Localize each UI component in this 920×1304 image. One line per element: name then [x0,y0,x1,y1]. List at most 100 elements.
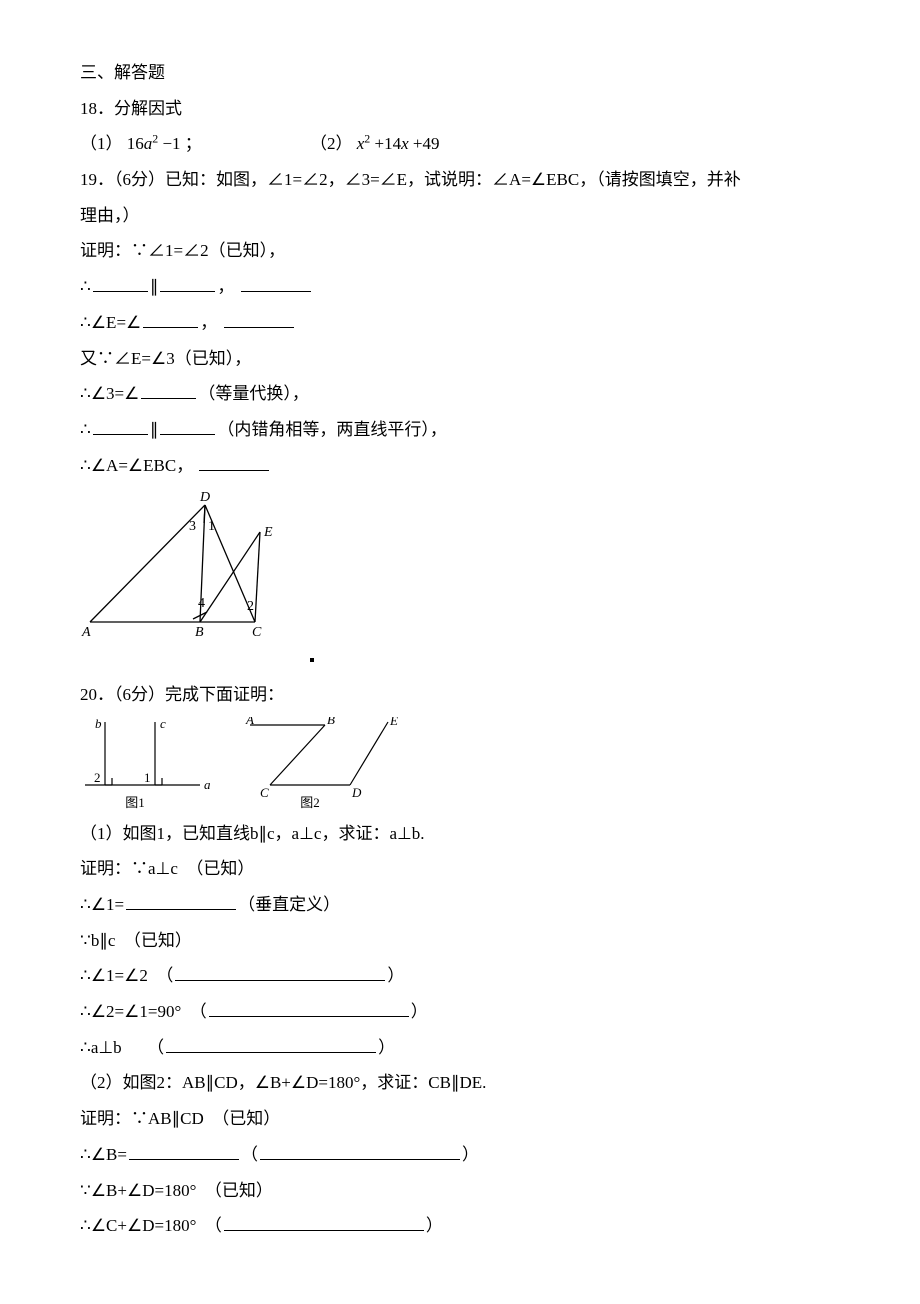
q19-l3-a: ∴∠E=∠ [80,313,141,332]
blank[interactable] [141,380,196,400]
q18-p1-prefix: （1） [80,134,123,153]
q18-p1-16: 16 [127,134,144,153]
svg-text:2: 2 [247,599,254,614]
blank[interactable] [209,997,409,1017]
q20-p1-l5-b: ） [411,1002,428,1021]
q18-parts: （1） 16a2 −1 ； （2） x2 +14x +49 [80,126,920,162]
svg-text:C: C [252,625,262,637]
q20-p2-stem: （2）如图2：AB∥CD，∠B+∠D=180°，求证：CB∥DE. [80,1065,920,1101]
q19-l7-a: ∴∠A=∠EBC， [80,456,193,475]
blank[interactable] [241,272,311,292]
q18-p2-14: +14 [375,134,402,153]
q20-p2-l2: ∴∠B= （ ） [80,1137,920,1173]
q19-l4: 又∵∠E=∠3（已知）， [80,341,920,377]
q20-p1-l2-b: （垂直定义） [238,895,340,914]
blank[interactable] [166,1033,376,1053]
q19-l7: ∴∠A=∠EBC， [80,448,920,484]
q19-l2-tail: ， [217,277,234,296]
svg-text:E: E [389,717,398,728]
q20-figure: b c a 2 1 图1 A B C D E 图2 [80,717,920,812]
q20-p1-l1: 证明：∵a⊥c （已知） [80,851,920,887]
svg-text:1: 1 [208,519,215,534]
q20-p1-l4-a: ∴∠1=∠2 （ [80,966,173,985]
q20-p2-l1: 证明：∵AB∥CD （已知） [80,1101,920,1137]
blank[interactable] [224,1212,424,1232]
q20-stem: 20．（6分）完成下面证明： [80,677,920,713]
blank[interactable] [260,1140,460,1160]
q19-stem-a: 19．（6分）已知：如图，∠1=∠2，∠3=∠E，试说明：∠A=∠EBC，（请按… [80,162,920,198]
svg-text:D: D [351,785,362,800]
blank[interactable] [175,962,385,982]
q19-l2: ∴ ∥ ， [80,269,920,305]
q20-p1-l4-b: ） [387,966,404,985]
q20-p1-stem: （1）如图1，已知直线b∥c，a⊥c，求证：a⊥b. [80,816,920,852]
svg-text:A: A [245,717,254,727]
q18-p2-49: +49 [413,134,440,153]
svg-text:b: b [95,717,102,731]
q18-p2-prefix: （2） [310,134,353,153]
decor-dot [310,658,314,662]
q20-p1-l4: ∴∠1=∠2 （ ） [80,958,920,994]
q20-diagram: b c a 2 1 图1 A B C D E 图2 [80,717,400,812]
q20-p1-l6-b: ） [378,1038,395,1057]
blank[interactable] [129,1140,239,1160]
svg-text:A: A [81,625,91,637]
q18-p2-x2: x [401,134,409,153]
q20-p2-l4: ∴∠C+∠D=180° （ ） [80,1208,920,1244]
blank[interactable] [93,272,148,292]
svg-text:D: D [199,490,210,505]
q18-stem: 18．分解因式 [80,91,920,127]
blank[interactable] [224,308,294,328]
svg-text:3: 3 [189,519,196,534]
q18-p1-minus1: −1 [162,134,180,153]
q19-diagram: A B C D E 31 4 2 [80,487,290,637]
q20-p1-l6-a: ∴a⊥b （ [80,1038,164,1057]
q19-l2-a: ∴ [80,277,91,296]
q18-p2-sq: 2 [364,132,370,146]
q20-p1-l3: ∵b∥c （已知） [80,923,920,959]
svg-text:图2: 图2 [300,795,320,810]
blank[interactable] [93,415,148,435]
section-heading: 三、解答题 [80,55,920,91]
blank[interactable] [160,415,215,435]
svg-text:c: c [160,717,166,731]
q19-l1: 证明：∵∠1=∠2（已知）， [80,233,920,269]
q20-p2-l4-a: ∴∠C+∠D=180° （ [80,1216,222,1235]
q19-l6: ∴∥（内错角相等，两直线平行）， [80,412,920,448]
q18-p1-a: a [144,134,153,153]
q19-l6-a: ∴ [80,420,91,439]
svg-text:1: 1 [144,770,151,785]
blank[interactable] [143,308,198,328]
blank[interactable] [199,451,269,471]
q19-l5: ∴∠3=∠ （等量代换）， [80,376,920,412]
svg-text:图1: 图1 [125,795,145,810]
q18-p1-tail: ； [185,134,202,153]
q19-l3-tail: ， [200,313,217,332]
q19-l6-tail: （内错角相等，两直线平行）， [217,420,447,439]
svg-text:a: a [204,777,211,792]
q20-p1-l5: ∴∠2=∠1=90° （ ） [80,994,920,1030]
q19-l5-tail: （等量代换）， [198,384,309,403]
svg-text:C: C [260,785,269,800]
blank[interactable] [126,890,236,910]
q20-p2-l2-a: ∴∠B= [80,1145,127,1164]
svg-text:E: E [263,525,273,540]
q20-p1-l2: ∴∠1= （垂直定义） [80,887,920,923]
q20-p1-l5-a: ∴∠2=∠1=90° （ [80,1002,207,1021]
svg-text:B: B [195,625,204,637]
q20-p1-l2-a: ∴∠1= [80,895,124,914]
svg-text:2: 2 [94,770,101,785]
svg-text:4: 4 [198,596,205,611]
q20-p2-l2-m: （ [241,1145,258,1164]
q20-p1-l6: ∴a⊥b （ ） [80,1030,920,1066]
q19-stem-b: 理由，） [80,198,920,234]
q20-p2-l3: ∵∠B+∠D=180° （已知） [80,1173,920,1209]
blank[interactable] [160,272,215,292]
q19-l3: ∴∠E=∠ ， [80,305,920,341]
svg-text:B: B [327,717,335,727]
q20-p2-l2-b: ） [462,1145,479,1164]
q19-l2-mid: ∥ [150,277,159,296]
q19-l5-a: ∴∠3=∠ [80,384,139,403]
q19-figure: A B C D E 31 4 2 [80,487,920,637]
q20-p2-l4-b: ） [426,1216,443,1235]
